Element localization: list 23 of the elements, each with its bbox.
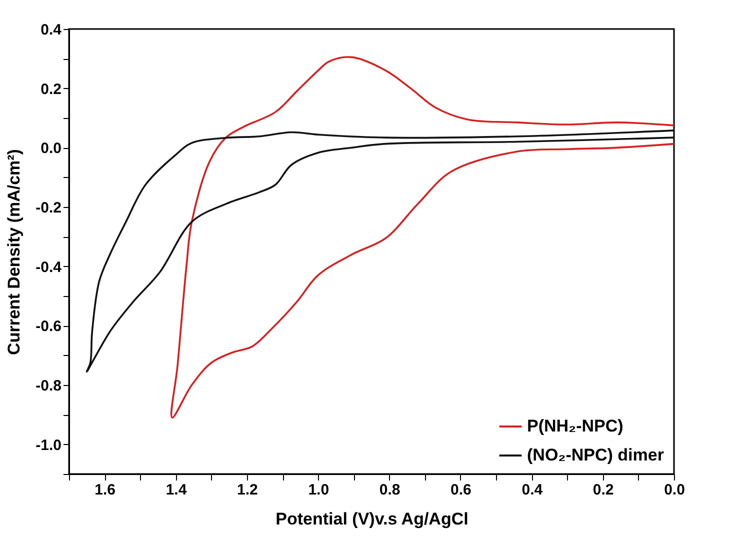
- x-tick-label: 1.2: [237, 482, 258, 498]
- y-tick-label: -0.2: [36, 200, 62, 216]
- x-tick-label: 0.8: [379, 482, 400, 498]
- y-tick-label: 0.4: [40, 22, 62, 38]
- x-tick-label: 1.6: [94, 482, 116, 498]
- line-series: [170, 56, 675, 419]
- y-tick-label: -0.8: [36, 378, 62, 394]
- legend-label: P(NH₂-NPC): [527, 416, 624, 436]
- x-tick-label: 0.2: [592, 482, 614, 498]
- x-axis-title: Potential (V)v.s Ag/AgCl: [276, 510, 468, 528]
- x-tick-label: 1.0: [308, 482, 330, 498]
- x-tick-label: 0.0: [664, 482, 685, 498]
- x-tick-label: 0.4: [522, 482, 544, 498]
- y-tick-label: -0.4: [36, 258, 62, 276]
- legend-label: (NO₂-NPC) dimer: [527, 446, 664, 464]
- y-axis-title: Current Density (mA/cm²): [4, 149, 24, 355]
- x-tick-label: 1.4: [166, 482, 188, 498]
- y-tick-label: 0.2: [40, 80, 62, 98]
- y-tick-label: 0.0: [40, 140, 62, 158]
- y-tick-label: -0.6: [36, 318, 62, 336]
- x-tick-label: 0.6: [450, 482, 472, 498]
- line-series: [86, 130, 675, 373]
- y-tick-label: -1.0: [36, 436, 62, 454]
